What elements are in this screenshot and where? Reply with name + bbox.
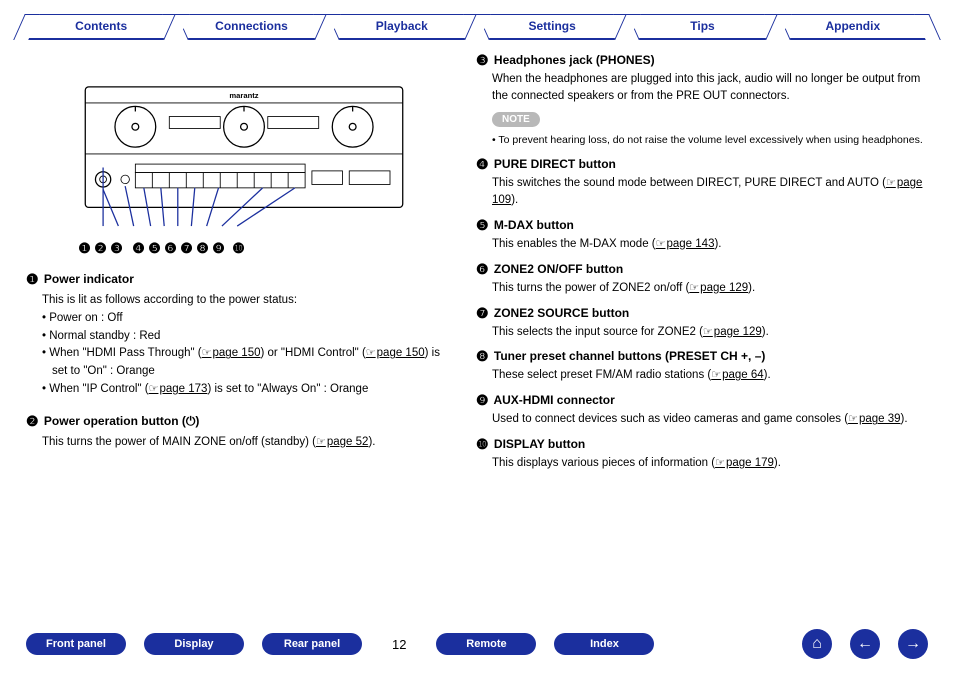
tab-settings[interactable]: Settings (477, 14, 627, 38)
home-icon[interactable]: ⌂ (802, 629, 832, 659)
item-line: This turns the power of MAIN ZONE on/off… (42, 434, 456, 452)
item-title: ❽ Tuner preset channel buttons (PRESET C… (476, 348, 928, 365)
item-title: ❶ Power indicator (26, 271, 456, 288)
item-title: ❼ ZONE2 SOURCE button (476, 305, 928, 322)
item: ❾ AUX-HDMI connector Used to connect devi… (476, 392, 928, 428)
page-link[interactable]: page 129 (703, 326, 762, 338)
item-line: Normal standby : Red (42, 328, 456, 346)
item-body: This selects the input source for ZONE2 … (492, 324, 928, 341)
item-title: ❸ Headphones jack (PHONES) (476, 52, 928, 69)
page-number: 12 (392, 637, 406, 652)
item-title: ❷ Power operation button () (26, 413, 456, 430)
page-link[interactable]: page 173 (149, 383, 208, 395)
item: ❶ Power indicator This is lit as follows … (26, 271, 456, 399)
top-tabs: Contents Connections Playback Settings T… (26, 14, 928, 40)
callout-numbers: ❶❷❸❹❺❻❼❽❾❿ (78, 240, 456, 257)
item-line: Power on : Off (42, 310, 456, 328)
page-link[interactable]: page 64 (711, 369, 763, 381)
page-link[interactable]: page 150 (202, 347, 261, 359)
item-title: ❿ DISPLAY button (476, 436, 928, 453)
tab-contents[interactable]: Contents (26, 14, 176, 38)
item-body: When the headphones are plugged into thi… (492, 71, 928, 104)
item: ❷ Power operation button () This turns th… (26, 413, 456, 452)
item: ❽ Tuner preset channel buttons (PRESET C… (476, 348, 928, 384)
page-link[interactable]: page 150 (366, 347, 425, 359)
page-link[interactable]: page 52 (316, 436, 368, 448)
tab-connections[interactable]: Connections (176, 14, 326, 38)
device-diagram: marantz (56, 86, 432, 232)
item-title: ❹ PURE DIRECT button (476, 156, 928, 173)
item-title: ❻ ZONE2 ON/OFF button (476, 261, 928, 278)
note-text: To prevent hearing loss, do not raise th… (492, 133, 928, 148)
item: ❹ PURE DIRECT button This switches the so… (476, 156, 928, 209)
tab-playback[interactable]: Playback (327, 14, 477, 38)
item-title: ❾ AUX-HDMI connector (476, 392, 928, 409)
page-link[interactable]: page 109 (492, 177, 922, 206)
item-body: This enables the M-DAX mode (page 143). (492, 236, 928, 253)
pill-front-panel[interactable]: Front panel (26, 633, 126, 655)
page-link[interactable]: page 179 (715, 457, 774, 469)
pill-remote[interactable]: Remote (436, 633, 536, 655)
bottom-nav: Front panel Display Rear panel 12 Remote… (0, 629, 954, 659)
page-link[interactable]: page 129 (689, 282, 748, 294)
pill-display[interactable]: Display (144, 633, 244, 655)
item-body: Used to connect devices such as video ca… (492, 411, 928, 428)
pill-index[interactable]: Index (554, 633, 654, 655)
item: ❸ Headphones jack (PHONES) When the headp… (476, 52, 928, 148)
item: ❻ ZONE2 ON/OFF button This turns the powe… (476, 261, 928, 297)
item-line: When "HDMI Pass Through" (page 150) or "… (42, 345, 456, 381)
item-body: This switches the sound mode between DIR… (492, 175, 928, 209)
item-line: When "IP Control" (page 173) is set to "… (42, 381, 456, 399)
item-body: This turns the power of ZONE2 on/off (pa… (492, 280, 928, 297)
item: ❼ ZONE2 SOURCE button This selects the in… (476, 305, 928, 341)
pill-rear-panel[interactable]: Rear panel (262, 633, 362, 655)
item: ❿ DISPLAY button This displays various pi… (476, 436, 928, 472)
item-body: This displays various pieces of informat… (492, 455, 928, 472)
prev-icon[interactable]: ← (850, 629, 880, 659)
tab-tips[interactable]: Tips (627, 14, 777, 38)
item-line: This is lit as follows according to the … (42, 292, 456, 310)
tab-appendix[interactable]: Appendix (778, 14, 928, 38)
item: ❺ M-DAX button This enables the M-DAX mod… (476, 217, 928, 253)
page-link[interactable]: page 39 (848, 413, 900, 425)
item-title: ❺ M-DAX button (476, 217, 928, 234)
page-link[interactable]: page 143 (656, 238, 715, 250)
item-body: These select preset FM/AM radio stations… (492, 367, 928, 384)
note-badge: NOTE (492, 112, 540, 127)
brand-label: marantz (229, 91, 258, 100)
next-icon[interactable]: → (898, 629, 928, 659)
